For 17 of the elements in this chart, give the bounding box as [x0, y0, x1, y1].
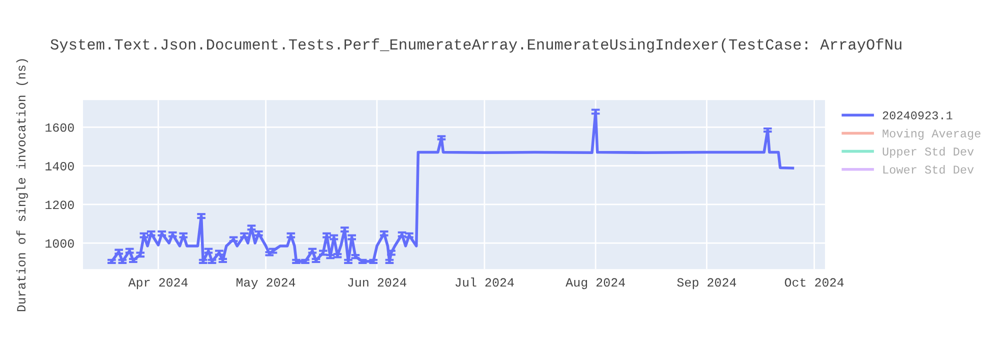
- legend-label: Upper Std Dev: [882, 146, 974, 158]
- x-tick-label: Apr 2024: [128, 278, 188, 290]
- x-tick-label: Jun 2024: [348, 278, 406, 287]
- y-tick-label: 1000: [46, 239, 74, 248]
- legend-label: 20240923.1: [882, 111, 952, 120]
- x-tick-label: Jul 2024: [456, 277, 514, 287]
- x-tick-label: May 2024: [236, 278, 296, 290]
- y-axis-title: Duration of single invocation (ns): [16, 59, 28, 312]
- legend-label: Moving Average: [882, 128, 980, 140]
- x-tick-label: Sep 2024: [677, 278, 736, 290]
- legend-label: Lower Std Dev: [883, 164, 974, 174]
- x-tick-label: Oct 2024: [784, 278, 844, 287]
- y-tick-label: 1200: [46, 200, 74, 210]
- y-tick-label: 1400: [46, 162, 74, 170]
- x-tick-label: Aug 2024: [566, 278, 625, 290]
- y-tick-label: 1600: [46, 123, 74, 132]
- chart-title: System.Text.Json.Document.Tests.Perf_EnumerateArray.EnumerateUsingIndexer(TestCase: ArrayOfNu: [50, 38, 902, 53]
